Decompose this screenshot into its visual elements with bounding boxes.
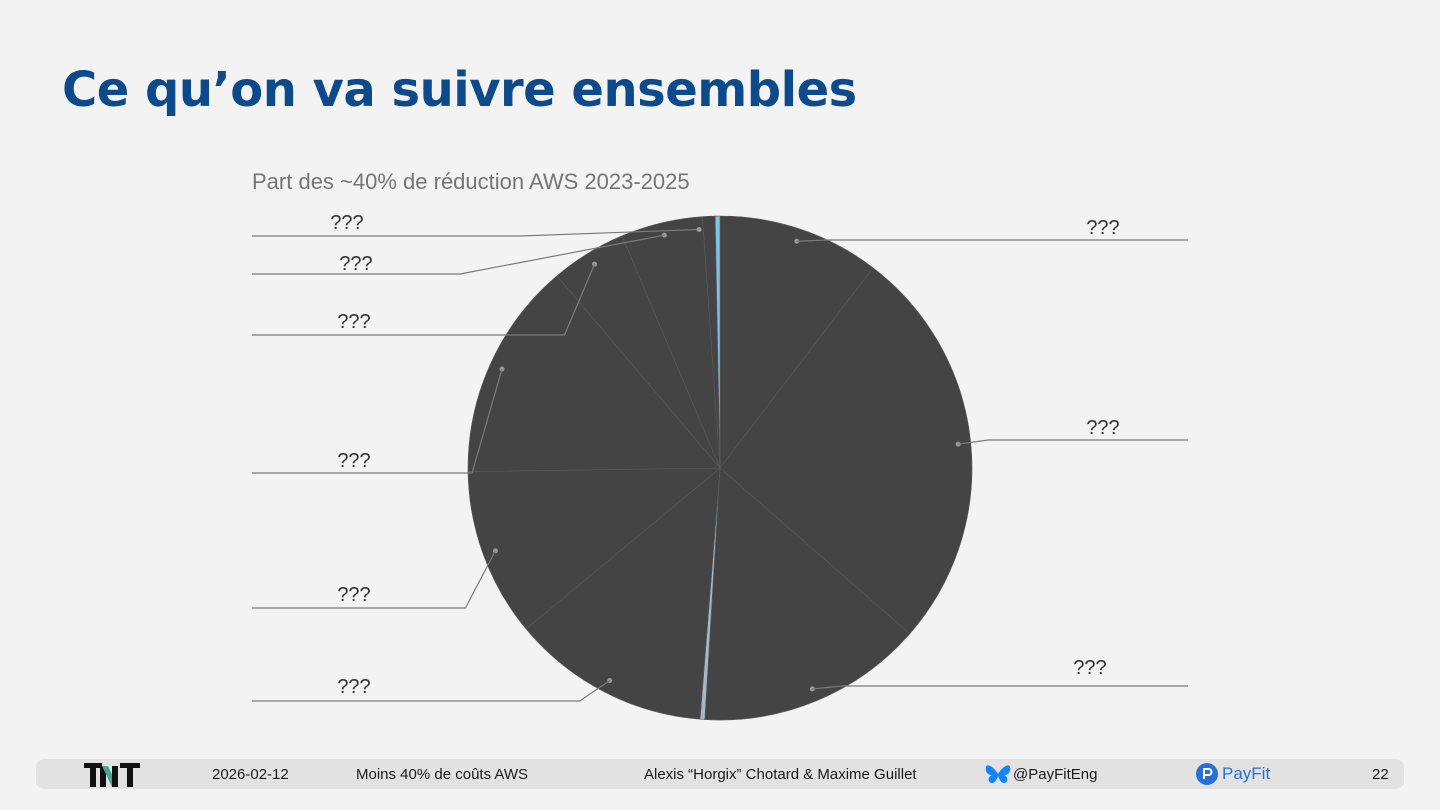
pie-slice <box>714 215 721 469</box>
leader-dot <box>696 227 702 233</box>
slice-label: ??? <box>337 311 370 333</box>
slice-label: ??? <box>1086 217 1119 239</box>
leader-line <box>252 679 611 702</box>
pie-slice <box>467 467 721 630</box>
tnt-logo <box>84 763 140 787</box>
slice-label: ??? <box>337 584 370 606</box>
slice-label: ??? <box>339 253 372 275</box>
bluesky-butterfly-icon <box>985 765 1011 783</box>
leader-line <box>796 239 1188 242</box>
pie-chart: Part des ~40% de réduction AWS 2023-2025… <box>252 169 1188 721</box>
slice-label: ??? <box>1086 417 1119 439</box>
footer-company: PayFit <box>1222 764 1271 783</box>
pie-leader-lines <box>252 227 1188 702</box>
slide-title: Ce qu’on va suivre ensembles <box>62 62 857 118</box>
pie-labels: ??????????????????????????? <box>330 212 1119 698</box>
slice-label: ??? <box>330 212 363 234</box>
footer-talk-title: Moins 40% de coûts AWS <box>356 766 529 783</box>
leader-line <box>958 439 1188 445</box>
footer-handle: @PayFitEng <box>1013 766 1098 783</box>
footer-date: 2026-02-12 <box>212 766 289 783</box>
leader-line <box>252 368 503 474</box>
leader-line <box>252 550 496 609</box>
leader-line <box>252 234 665 275</box>
slice-label: ??? <box>337 450 370 472</box>
slice-label: ??? <box>1073 657 1106 679</box>
footer-bar: 2026-02-12 Moins 40% de coûts AWS Alexis… <box>36 759 1404 789</box>
chart-title: Part des ~40% de réduction AWS 2023-2025 <box>252 169 690 194</box>
leader-line <box>252 228 700 237</box>
footer-authors: Alexis “Horgix” Chotard & Maxime Guillet <box>644 766 917 783</box>
pie-slice <box>719 215 874 469</box>
payfit-logo-icon <box>1196 763 1218 785</box>
slice-label: ??? <box>337 676 370 698</box>
footer-page-number: 22 <box>1372 766 1389 783</box>
pie-slice <box>525 467 721 720</box>
pie-slices <box>467 215 973 721</box>
leader-line <box>252 263 596 336</box>
pie-slice <box>467 275 721 472</box>
leader-line <box>812 685 1188 690</box>
pie-slice <box>704 467 911 721</box>
